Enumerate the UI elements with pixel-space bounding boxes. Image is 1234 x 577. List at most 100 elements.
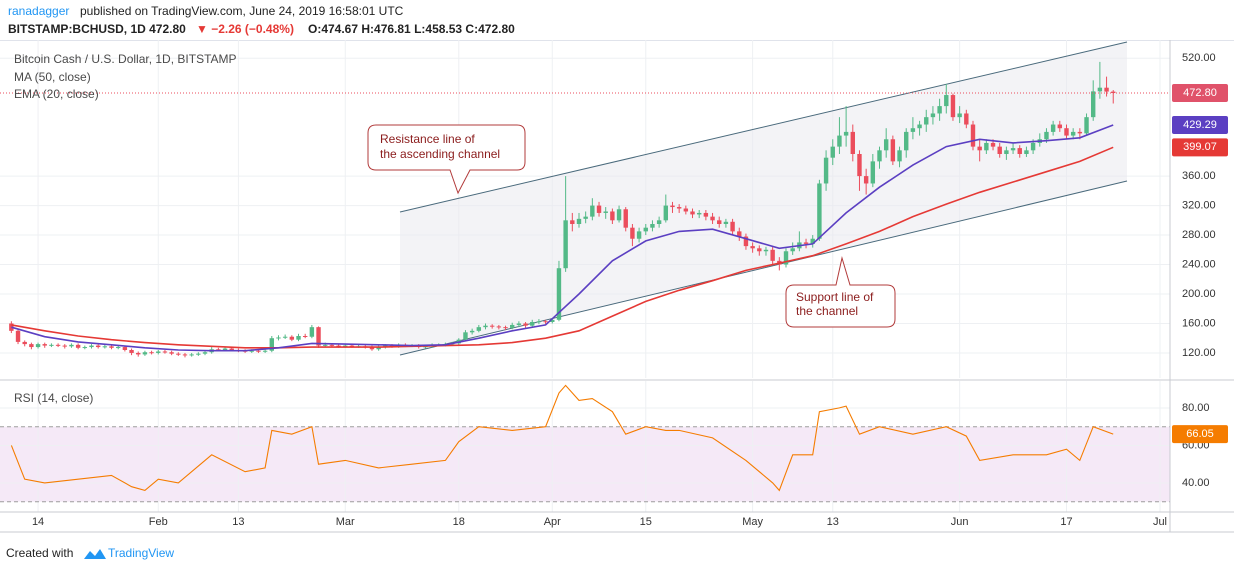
candle-body	[216, 349, 221, 351]
candle-body	[563, 220, 568, 269]
candle-body	[930, 113, 936, 118]
candle-body	[1004, 150, 1009, 154]
candle-body	[1070, 131, 1076, 136]
footer-text: Created with	[6, 546, 73, 560]
logo	[84, 549, 106, 559]
candle-body	[823, 157, 829, 184]
price-label-box	[1172, 425, 1228, 444]
y-tick-label: 40.00	[1182, 477, 1210, 489]
symbol: BITSTAMP:BCHUSD, 1D 472.80	[8, 22, 186, 36]
x-tick-label: Jun	[951, 516, 969, 528]
candle-body	[69, 344, 74, 347]
candle-body	[964, 113, 969, 125]
y-tick-label: 280.00	[1182, 229, 1216, 241]
candle-body	[843, 131, 849, 136]
price-label-box	[1172, 138, 1228, 157]
price-label-box	[1172, 83, 1228, 102]
candle-body	[717, 220, 722, 224]
candle-body	[556, 268, 562, 320]
annotation: Support line of	[796, 290, 874, 304]
candle-body	[676, 207, 682, 209]
indicator-line	[11, 124, 1114, 352]
candle-body	[770, 249, 775, 261]
candle-body	[950, 95, 956, 118]
candle-body	[576, 218, 582, 224]
candle-body	[496, 326, 502, 328]
candle-body	[476, 327, 482, 331]
y-tick-label: 80.00	[1182, 402, 1210, 414]
candle-body	[924, 117, 929, 125]
candle-body	[316, 327, 321, 346]
candle-body	[9, 323, 14, 331]
candle-body	[977, 146, 982, 151]
candle-body	[222, 348, 228, 350]
candle-body	[343, 345, 348, 347]
candle-body	[156, 351, 161, 353]
author[interactable]: ranadagger	[8, 4, 69, 18]
candle-body	[89, 345, 94, 348]
candle-body	[570, 220, 575, 224]
x-tick-label: Jul	[1153, 516, 1167, 528]
candle-body	[683, 208, 689, 212]
candle-body	[623, 209, 628, 228]
price-label: 429.29	[1183, 119, 1217, 131]
candle-body	[1024, 150, 1029, 154]
candle-body	[516, 323, 522, 325]
candle-body	[1111, 91, 1116, 93]
candle-body	[650, 224, 655, 228]
y-tick-label: 320.00	[1182, 199, 1216, 211]
indicator-line	[11, 146, 1114, 349]
candle-body	[1064, 128, 1069, 136]
annotation: the ascending channel	[380, 147, 500, 161]
band-fill	[0, 426, 1170, 502]
price-label-box	[1172, 116, 1228, 135]
x-tick-label: Feb	[149, 516, 168, 528]
candle-body	[877, 150, 882, 162]
x-tick-label: 13	[232, 516, 244, 528]
candle-body	[269, 338, 275, 351]
rsi-title: RSI (14, close)	[14, 391, 93, 405]
candle-body	[29, 344, 34, 348]
candle-body	[1090, 91, 1096, 118]
candle-body	[883, 139, 889, 151]
x-tick-label: 14	[32, 516, 44, 528]
candle-body	[510, 324, 515, 328]
candle-body	[523, 323, 528, 326]
candle-body	[376, 347, 381, 350]
candle-body	[302, 336, 308, 337]
footer-brand[interactable]: TradingView	[108, 546, 174, 560]
candle-body	[1057, 124, 1063, 129]
candle-body	[1077, 131, 1083, 134]
candle-body	[857, 154, 862, 177]
candle-body	[189, 354, 194, 356]
candle-body	[543, 321, 548, 323]
candle-body	[957, 113, 962, 118]
candle-body	[863, 176, 869, 184]
x-tick-label: 18	[453, 516, 465, 528]
x-tick-label: Mar	[336, 516, 355, 528]
candle-body	[323, 344, 328, 346]
candle-body	[610, 211, 615, 221]
candle-body	[196, 353, 201, 355]
candle-body	[910, 128, 916, 132]
candle-body	[75, 344, 81, 348]
candle-body	[850, 131, 855, 154]
candle-body	[1010, 148, 1016, 151]
candle-body	[703, 212, 709, 217]
candle-body	[176, 353, 181, 355]
candle-body	[1097, 87, 1103, 92]
candle-body	[690, 211, 695, 215]
candle-body	[1050, 124, 1056, 132]
y-tick-label: 120.00	[1182, 347, 1216, 359]
candle-body	[984, 142, 989, 151]
candle-body	[483, 325, 488, 328]
candle-body	[656, 220, 662, 224]
candle-body	[115, 347, 121, 349]
candle-body	[783, 251, 789, 265]
y-tick-label: 360.00	[1182, 170, 1216, 182]
candle-body	[917, 124, 922, 129]
candle-body	[790, 248, 795, 252]
candle-body	[35, 344, 41, 348]
channel-area	[400, 42, 1127, 355]
